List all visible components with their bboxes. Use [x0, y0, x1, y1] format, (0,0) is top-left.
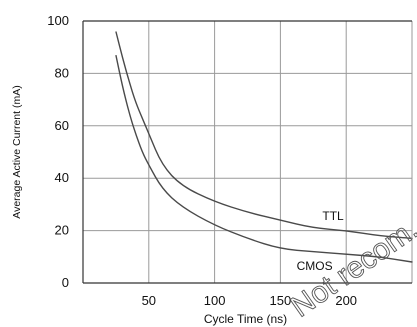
series-line-ttl [115, 31, 413, 240]
y-tick-label: 100 [47, 13, 69, 28]
series-group [115, 31, 413, 263]
x-tick-label: 100 [204, 293, 226, 308]
y-tick-label: 80 [55, 65, 69, 80]
series-line-cmos [115, 54, 413, 263]
grid [83, 21, 413, 283]
y-tick-label: 0 [62, 275, 69, 290]
y-tick-label: 60 [55, 118, 69, 133]
x-tick-label: 200 [335, 293, 357, 308]
axes [82, 20, 412, 284]
y-tick-label: 20 [55, 223, 69, 238]
y-axis-label: Average Active Current (mA) [11, 85, 23, 218]
y-tick-label: 40 [55, 170, 69, 185]
series-label-cmos: CMOS [297, 259, 333, 273]
series-label-ttl: TTL [322, 209, 344, 223]
labels: 0 20 40 60 80 100 50 100 150 200 TTL CMOS Cycle Time… [11, 13, 357, 326]
x-axis-label: Cycle Time (ns) [204, 312, 287, 326]
x-tick-label: 150 [270, 293, 292, 308]
x-tick-label: 50 [142, 293, 156, 308]
